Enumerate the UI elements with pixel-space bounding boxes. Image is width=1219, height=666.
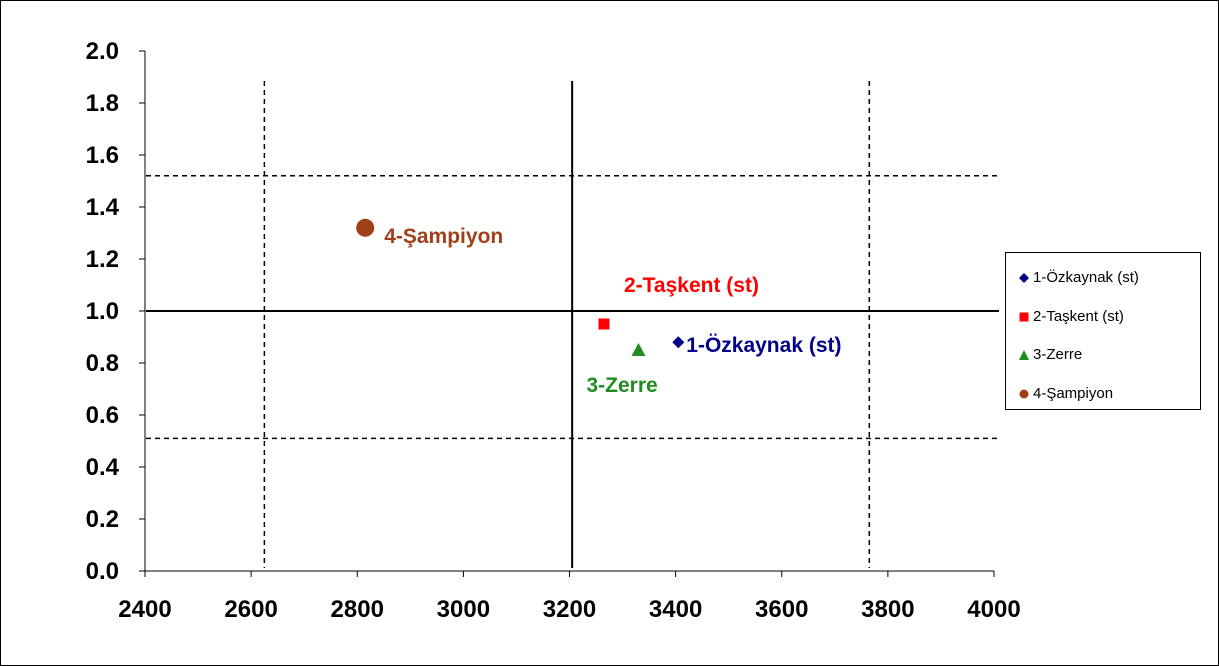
point-label: 3-Zerre [586, 374, 657, 397]
point-label: 4-Şampiyon [384, 225, 503, 248]
y-tick-label: 1.6 [86, 142, 119, 169]
legend-label: 2-Taşkent (st) [1033, 308, 1124, 325]
legend-item-zerre: 3-Zerre [1018, 345, 1082, 365]
legend-item-ozkaynak: 1-Özkaynak (st) [1018, 268, 1139, 288]
legend-label: 4-Şampiyon [1033, 385, 1114, 402]
circle-data-point [356, 218, 375, 237]
y-tick-label: 1.8 [86, 90, 119, 117]
y-tick-label: 2.0 [86, 38, 119, 65]
reference-lines [146, 81, 999, 568]
y-tick-label: 1.4 [86, 194, 120, 221]
triangle-data-point [631, 343, 646, 356]
triangle-marker-icon [1019, 350, 1029, 361]
y-tick-label: 0.2 [86, 506, 119, 533]
point-labels: 1-Özkaynak (st) 2-Taşkent (st) 3-Zerre 4-Şa… [384, 225, 841, 397]
data-points [356, 218, 685, 356]
legend-item-taskent: 2-Taşkent (st) [1018, 307, 1124, 327]
y-tick-label: 0.4 [86, 454, 120, 481]
x-tick-label: 3400 [649, 596, 702, 623]
square-marker-icon [1019, 312, 1029, 322]
x-tick-label: 4000 [967, 596, 1020, 623]
legend-label: 3-Zerre [1033, 346, 1083, 363]
x-tick-label: 2400 [118, 596, 171, 623]
legend-item-sampiyon: 4-Şampiyon [1018, 384, 1113, 404]
square-data-point [598, 318, 610, 330]
circle-marker-icon [1019, 389, 1029, 399]
point-label: 1-Özkaynak (st) [686, 334, 841, 357]
y-tick-label: 1.0 [86, 298, 119, 325]
legend: 1-Özkaynak (st) 2-Taşkent (st) 3-Zerre 4… [1005, 252, 1201, 410]
x-tick-label: 2600 [224, 596, 277, 623]
point-label: 2-Taşkent (st) [624, 274, 759, 297]
diamond-marker-icon [1019, 273, 1029, 284]
x-axis-ticks: 2400 2600 2800 3000 3200 3400 3600 3800 4000 [118, 571, 1021, 623]
x-tick-label: 2800 [331, 596, 384, 623]
y-tick-label: 1.2 [86, 246, 119, 273]
x-tick-label: 3200 [543, 596, 596, 623]
x-tick-label: 3000 [437, 596, 490, 623]
y-tick-label: 0.6 [86, 402, 119, 429]
y-tick-label: 0.8 [86, 350, 119, 377]
y-axis-ticks: 0.0 0.2 0.4 0.6 0.8 1.0 1.2 1.4 1.6 1.8 2.0 [86, 38, 145, 585]
diamond-data-point [672, 336, 685, 349]
x-tick-label: 3600 [755, 596, 808, 623]
y-tick-label: 0.0 [86, 558, 119, 585]
legend-label: 1-Özkaynak (st) [1033, 269, 1139, 286]
x-tick-label: 3800 [861, 596, 914, 623]
